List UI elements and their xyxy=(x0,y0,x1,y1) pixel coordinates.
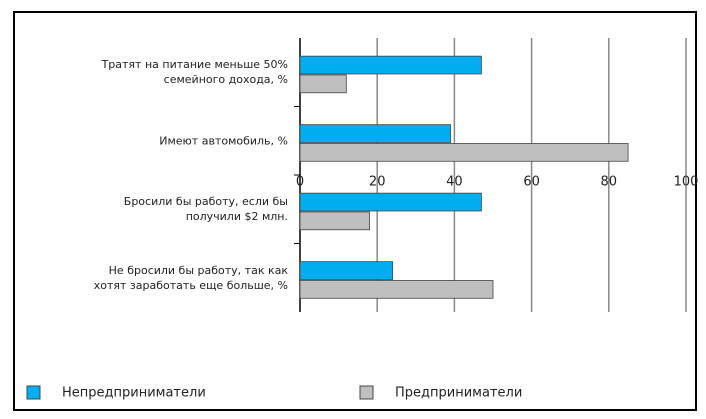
y-tick-label: Не бросили бы работу, так как хотят зара… xyxy=(93,263,288,292)
x-tick-label: 40 xyxy=(446,175,463,190)
x-tick-label: 80 xyxy=(601,175,618,190)
bar xyxy=(299,261,394,280)
bar xyxy=(299,211,370,231)
bar xyxy=(299,143,629,162)
legend-label: Предприниматели xyxy=(395,386,522,401)
frame xyxy=(13,11,697,411)
x-tick-label: 60 xyxy=(523,175,540,190)
legend-label: Непредприниматели xyxy=(62,386,206,401)
legend-swatch xyxy=(26,385,41,400)
bar xyxy=(299,280,494,299)
bar xyxy=(299,124,451,143)
bar xyxy=(299,192,482,212)
y-tick-label: Бросили бы работу, если бы получили $2 м… xyxy=(123,195,288,224)
x-tick-label: 100 xyxy=(674,175,699,190)
x-tick-label: 0 xyxy=(296,175,304,190)
bar xyxy=(299,74,347,94)
y-tick-label: Тратят на питание меньше 50% семейного д… xyxy=(101,58,288,87)
bar xyxy=(299,55,482,75)
legend-swatch xyxy=(359,385,374,400)
y-tick-label: Имеют автомобиль, % xyxy=(159,134,288,148)
x-tick-label: 20 xyxy=(369,175,386,190)
